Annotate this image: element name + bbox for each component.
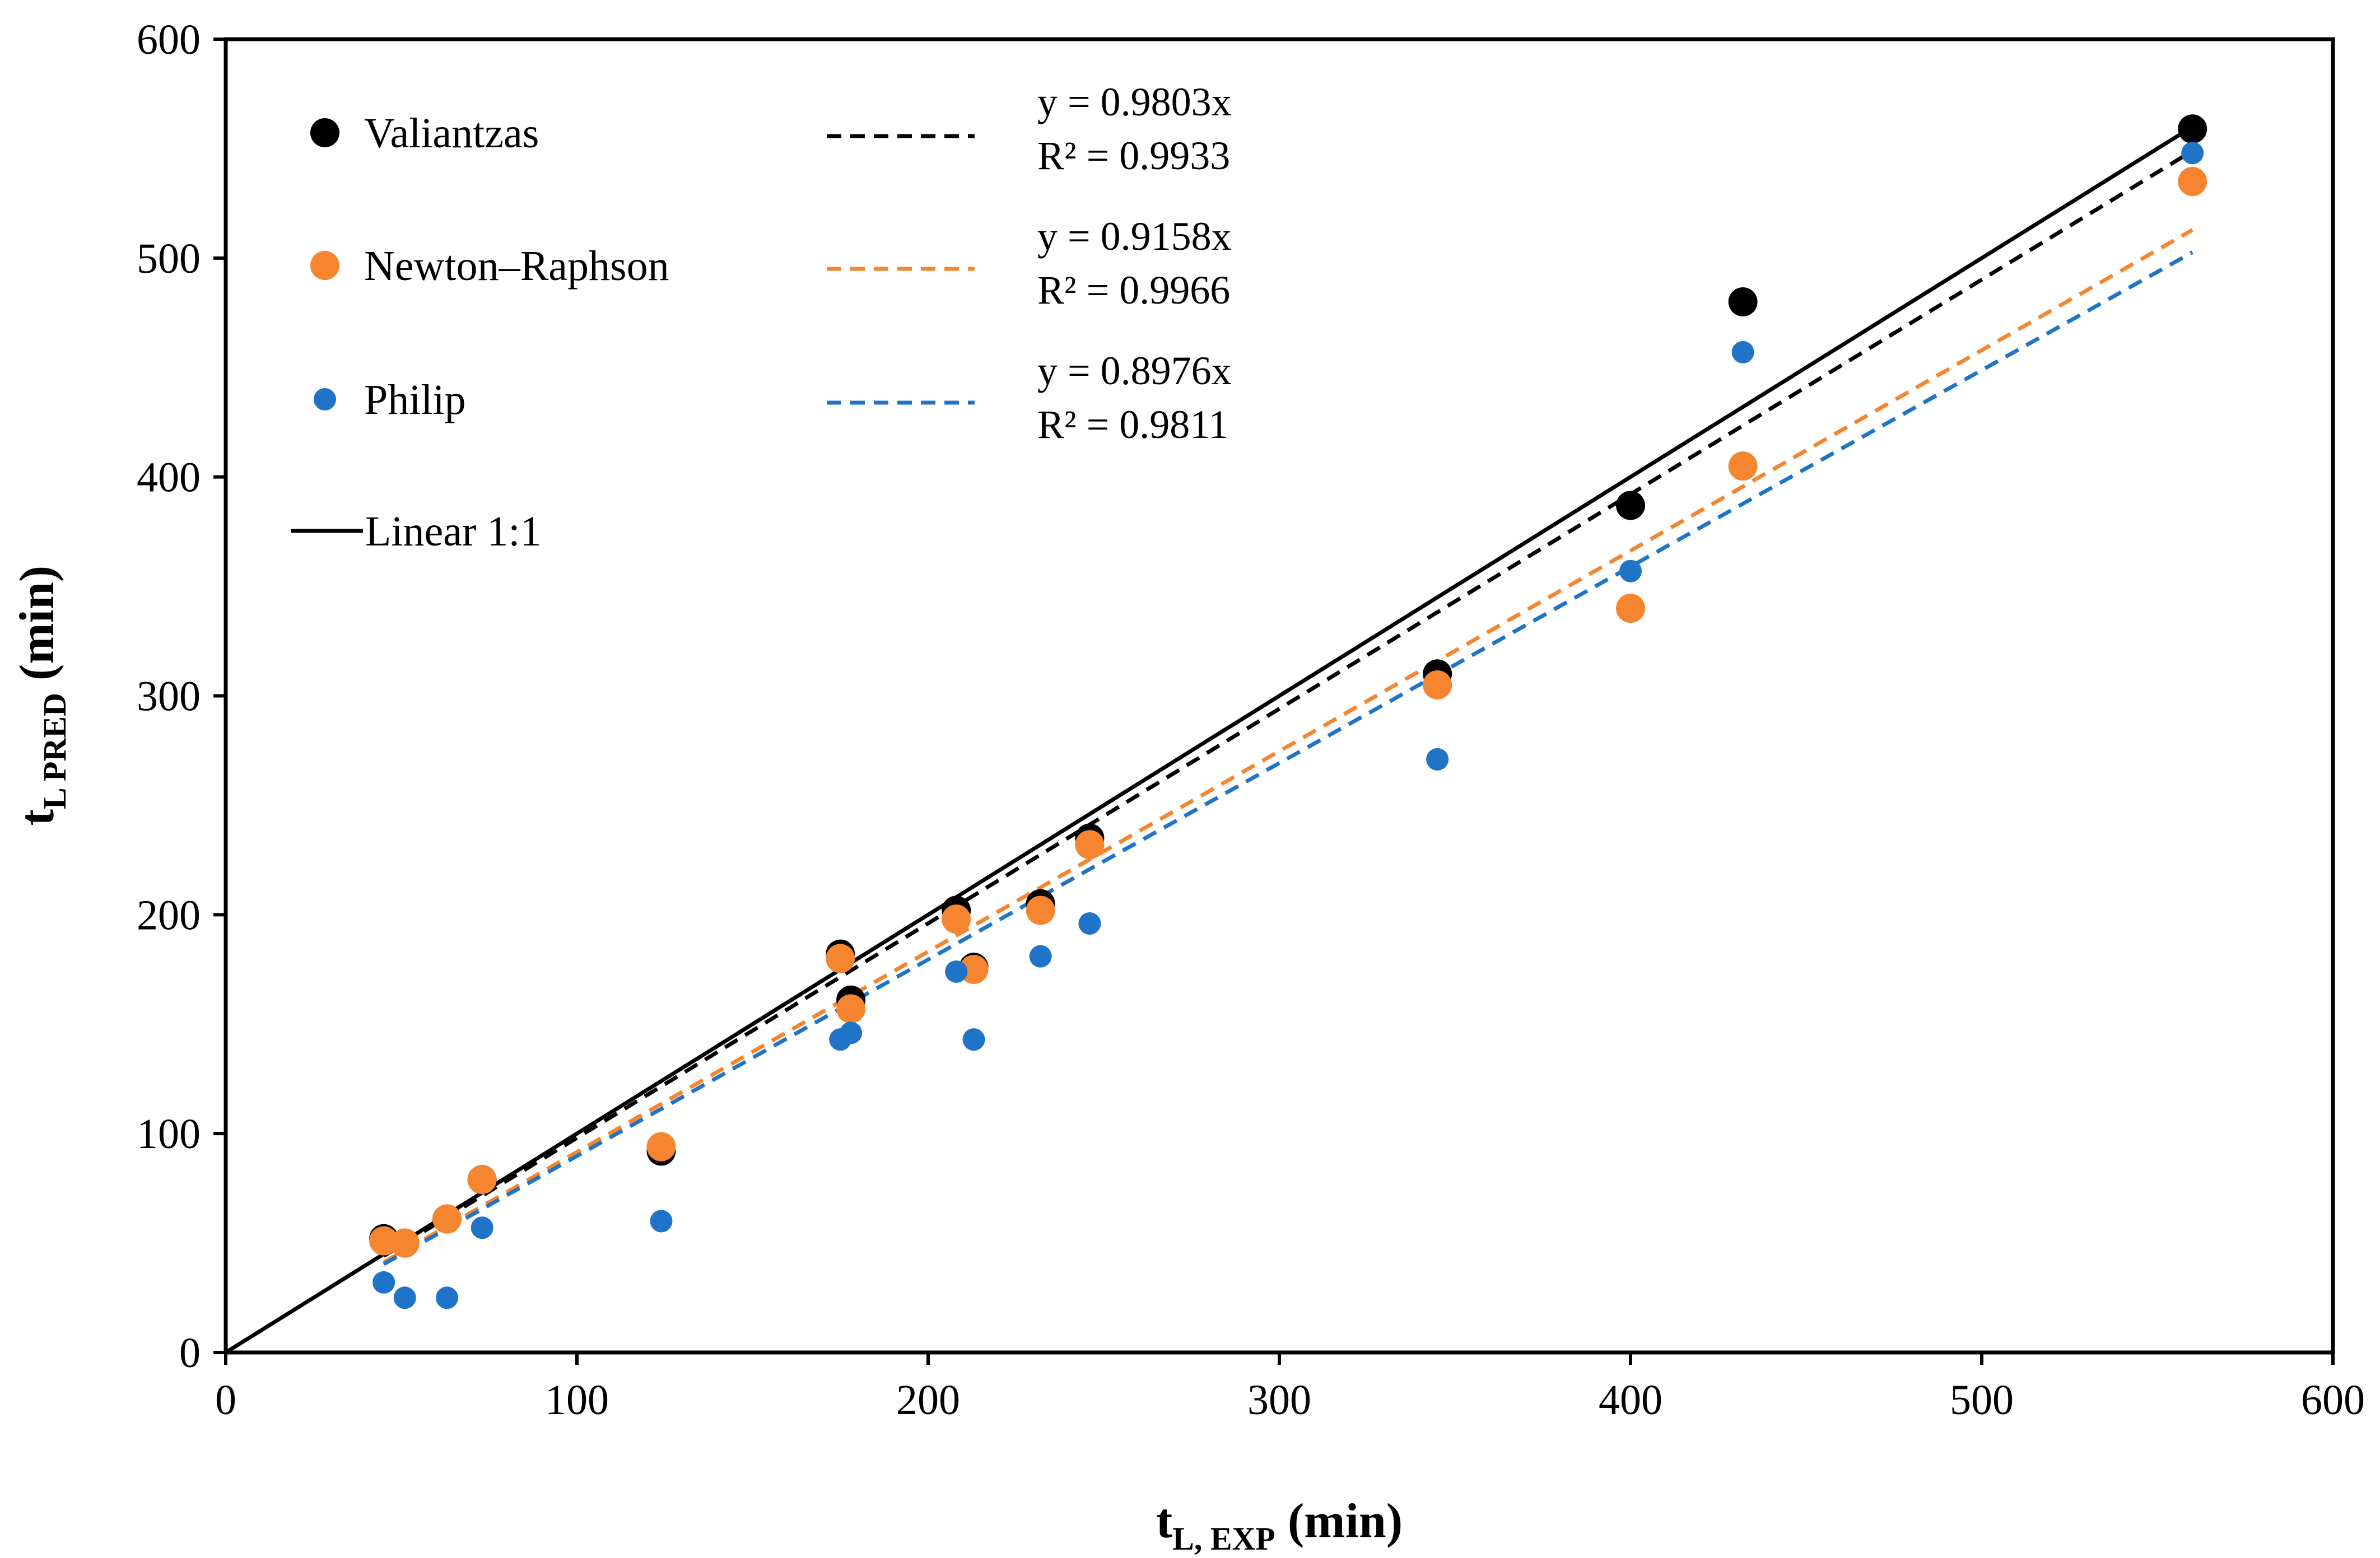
r-squared-philip: R² = 0.9811 — [1037, 402, 1229, 447]
equation-newton-raphson: y = 0.9158x — [1037, 214, 1232, 259]
trend-equations: y = 0.9803x R² = 0.9933 y = 0.9158x R² = 0.… — [1037, 80, 1232, 447]
trendline-newton-raphson — [383, 228, 2193, 1264]
point-newton-raphson — [1616, 594, 1645, 623]
point-newton-raphson — [646, 1132, 676, 1161]
reference-line-1-1 — [225, 125, 2194, 1354]
legend-marker-valiantzas — [310, 118, 339, 147]
point-philip — [945, 960, 968, 983]
x-axis-title: tL, EXP (min) — [1156, 1494, 1403, 1557]
legend-label-philip: Philip — [364, 376, 466, 423]
point-valiantzas — [1728, 287, 1758, 316]
data-points-group — [369, 114, 2207, 1309]
x-tick-label: 400 — [1599, 1377, 1662, 1424]
point-philip — [1619, 559, 1642, 582]
point-philip — [471, 1216, 493, 1239]
legend-marker-newton-raphson — [310, 251, 339, 280]
y-tick-label: 200 — [137, 892, 201, 939]
point-philip — [393, 1286, 416, 1309]
point-newton-raphson — [1728, 451, 1758, 481]
y-tick-label: 400 — [137, 454, 201, 501]
point-newton-raphson — [942, 904, 971, 934]
point-philip — [962, 1028, 985, 1051]
point-philip — [436, 1286, 459, 1309]
point-philip — [1078, 912, 1101, 935]
r-squared-valiantzas: R² = 0.9933 — [1037, 133, 1230, 178]
y-tick-label: 100 — [137, 1111, 201, 1158]
legend-label-valiantzas: Valiantzas — [364, 110, 539, 157]
y-axis-title-main: t — [10, 809, 64, 825]
point-newton-raphson — [826, 944, 855, 973]
x-axis-title-main: t — [1156, 1494, 1172, 1548]
trendline-group — [383, 149, 2194, 1266]
point-philip — [1029, 945, 1052, 968]
y-axis-title-subscript: L PRED — [36, 693, 73, 809]
point-newton-raphson — [1026, 895, 1055, 925]
point-philip — [372, 1271, 395, 1294]
x-axis-title-unit: (min) — [1275, 1494, 1403, 1548]
trendline-philip — [383, 250, 2193, 1266]
y-tick-label: 300 — [137, 673, 201, 720]
point-newton-raphson — [836, 994, 866, 1024]
point-newton-raphson — [1075, 830, 1105, 860]
point-newton-raphson — [432, 1204, 462, 1234]
legend-marker-philip — [314, 388, 336, 411]
x-axis-title-subscript: L, EXP — [1172, 1520, 1275, 1557]
point-philip — [2181, 142, 2204, 165]
y-tick-label: 0 — [179, 1330, 201, 1377]
x-tick-label: 200 — [896, 1377, 960, 1424]
x-tick-label: 100 — [545, 1377, 609, 1424]
trendline-valiantzas — [383, 149, 2194, 1258]
point-valiantzas — [2178, 114, 2207, 144]
point-newton-raphson — [467, 1165, 497, 1195]
y-tick-label: 500 — [137, 235, 201, 282]
equation-philip: y = 0.8976x — [1037, 348, 1232, 393]
legend-label-newton-raphson: Newton–Raphson — [364, 242, 669, 290]
point-newton-raphson — [2178, 167, 2207, 197]
x-tick-label: 0 — [215, 1377, 236, 1424]
x-tick-label: 500 — [1950, 1377, 2014, 1424]
point-newton-raphson — [390, 1228, 420, 1258]
x-tick-label: 600 — [2301, 1377, 2365, 1424]
point-philip — [1426, 748, 1449, 771]
point-philip — [650, 1210, 673, 1233]
r-squared-newton-raphson: R² = 0.9966 — [1037, 268, 1230, 312]
y-axis-title-unit: (min) — [10, 566, 64, 693]
x-axis-ticks: 0 100 200 300 400 500 600 — [215, 1352, 2365, 1424]
point-philip — [1731, 340, 1754, 363]
y-axis-ticks: 0 100 200 300 400 500 600 — [137, 16, 226, 1377]
point-newton-raphson — [1423, 670, 1452, 699]
y-axis-title: tL PRED (min) — [10, 566, 73, 826]
legend-label-reference-line: Linear 1:1 — [365, 508, 541, 555]
point-philip — [840, 1021, 863, 1044]
legend: Valiantzas Newton–Raphson Philip Linear 1:1 — [291, 110, 975, 555]
point-newton-raphson — [369, 1226, 399, 1256]
equation-valiantzas: y = 0.9803x — [1037, 80, 1232, 124]
x-tick-label: 300 — [1247, 1377, 1311, 1424]
y-tick-label: 600 — [137, 16, 201, 63]
point-valiantzas — [1616, 491, 1645, 520]
reference-line-group — [225, 125, 2194, 1354]
point-newton-raphson — [959, 955, 989, 985]
